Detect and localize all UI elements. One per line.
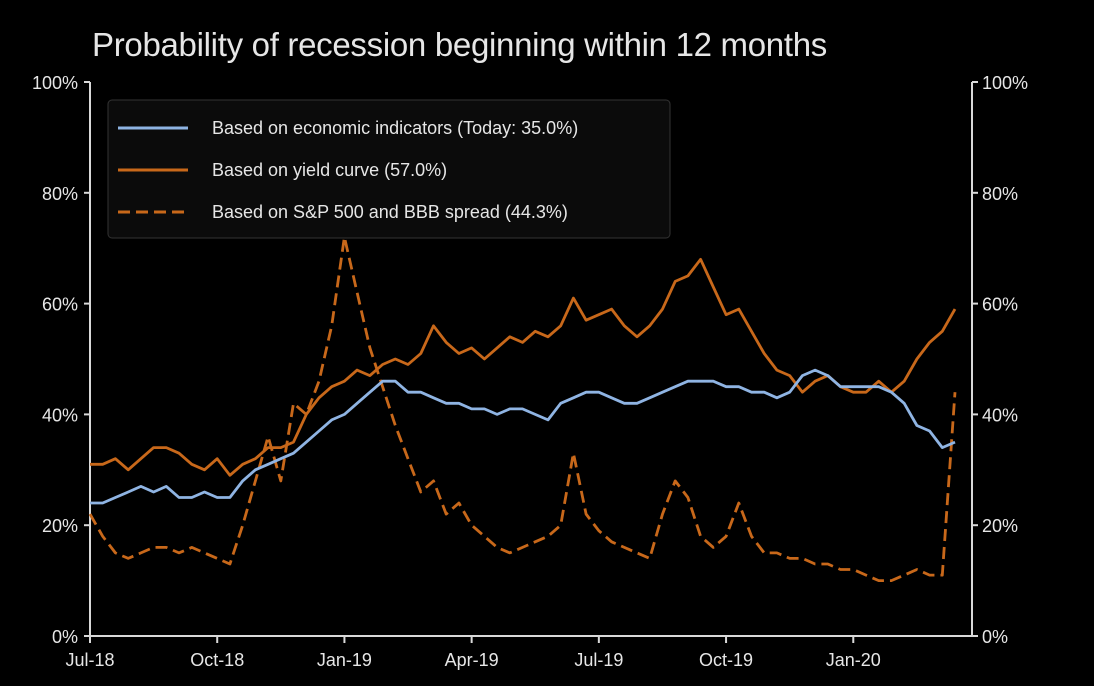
x-tick-label: Jan-20 [826, 650, 881, 670]
series-line-economic-indicators [90, 368, 956, 505]
legend-box [107, 99, 671, 239]
legend-entry-spread-label: Based on S&P 500 and BBB spread (44.3%) [212, 202, 568, 222]
y-tick-label-right: 60% [982, 295, 1018, 315]
y-tick-label-right: 100% [982, 73, 1028, 93]
x-tick-label: Oct-19 [699, 650, 753, 670]
chart-title: Probability of recession beginning withi… [92, 26, 827, 63]
y-tick-label-right: 0% [982, 627, 1008, 647]
x-tick-label: Jul-18 [65, 650, 114, 670]
legend: Based on economic indicators (Today: 35.… [107, 99, 671, 239]
y-tick-label-right: 40% [982, 405, 1018, 425]
series-lines [88, 235, 957, 582]
y-tick-label-left: 60% [42, 295, 78, 315]
y-tick-label-left: 0% [52, 627, 78, 647]
x-tick-label: Jan-19 [317, 650, 372, 670]
legend-entry-yield-label: Based on yield curve (57.0%) [212, 160, 447, 180]
y-tick-label-right: 80% [982, 184, 1018, 204]
x-tick-label: Oct-18 [190, 650, 244, 670]
series-line-sp500-bbb-spread [88, 235, 957, 582]
x-tick-label: Jul-19 [574, 650, 623, 670]
axes: 0% 0% 20% 20% 40% 40% 60% 60% 80% 80% 100% 100% Jul-… [32, 73, 1028, 670]
y-tick-label-left: 80% [42, 184, 78, 204]
y-tick-label-left: 40% [42, 405, 78, 425]
legend-entry-economic-label: Based on economic indicators (Today: 35.… [212, 118, 578, 138]
x-tick-label: Apr-19 [445, 650, 499, 670]
y-tick-label-left: 100% [32, 73, 78, 93]
y-tick-label-right: 20% [982, 516, 1018, 536]
y-tick-label-left: 20% [42, 516, 78, 536]
series-line-yield-curve [90, 257, 957, 477]
